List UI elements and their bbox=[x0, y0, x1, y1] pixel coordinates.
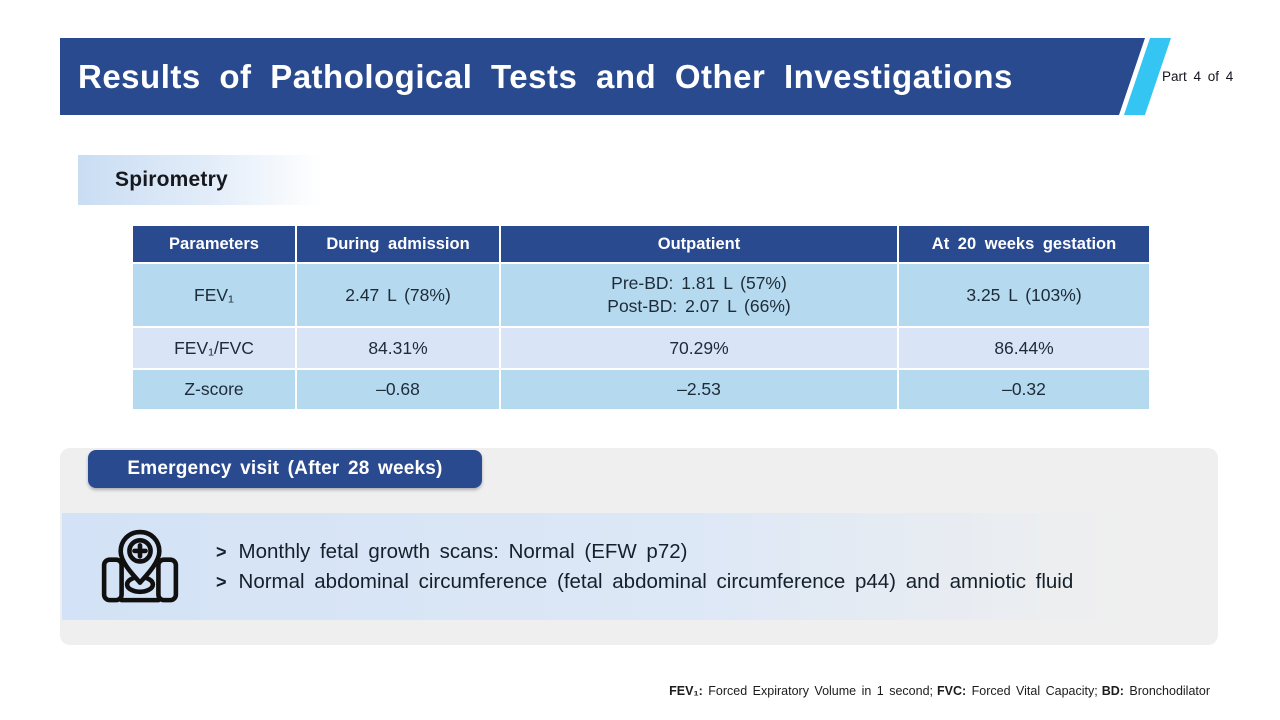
abbreviation-term: FVC: bbox=[937, 684, 967, 698]
abbreviation-term: BD: bbox=[1101, 684, 1124, 698]
table-header: Parameters During admission Outpatient At 2… bbox=[133, 226, 1149, 264]
abbreviation-entry: BD: Bronchodilator bbox=[1102, 684, 1210, 698]
column-header: At 20 weeks gestation bbox=[897, 226, 1149, 264]
emergency-visit-badge: Emergency visit (After 28 weeks) bbox=[88, 450, 482, 488]
column-header: Outpatient bbox=[499, 226, 899, 264]
bullet-chevron: > bbox=[216, 571, 227, 592]
column-header: During admission bbox=[295, 226, 501, 264]
page-title: Results of Pathological Tests and Other … bbox=[78, 57, 1013, 95]
table-row: Z-score –0.68 –2.53 –0.32 bbox=[133, 368, 1149, 409]
spirometry-table: Parameters During admission Outpatient At 2… bbox=[133, 226, 1149, 409]
table-row: FEV₁ 2.47 L (78%) Pre-BD: 1.81 L (57%) Pos… bbox=[133, 262, 1149, 328]
table-cell: 86.44% bbox=[897, 326, 1149, 370]
table-body: FEV₁ 2.47 L (78%) Pre-BD: 1.81 L (57%) Pos… bbox=[133, 262, 1149, 409]
table-cell: 2.47 L (78%) bbox=[295, 262, 501, 328]
emergency-visit-panel: Emergency visit (After 28 weeks) > Monthl… bbox=[60, 448, 1218, 645]
emergency-bullets: > Monthly fetal growth scans: Normal (EFW… bbox=[216, 537, 1073, 597]
header-row: Parameters During admission Outpatient At 2… bbox=[133, 226, 1149, 264]
abbreviation-definition: Forced Vital Capacity; bbox=[966, 684, 1098, 698]
table-row: FEV₁/FVC 84.31% 70.29% 86.44% bbox=[133, 326, 1149, 370]
emergency-content-band: > Monthly fetal growth scans: Normal (EFW… bbox=[62, 513, 1216, 620]
bullet-chevron: > bbox=[216, 541, 227, 562]
bullet-item: > Normal abdominal circumference (fetal a… bbox=[216, 567, 1073, 597]
abbreviation-entry: FVC: Forced Vital Capacity; bbox=[937, 684, 1098, 698]
table-cell: FEV₁/FVC bbox=[133, 326, 297, 370]
abbreviation-definition: Forced Expiratory Volume in 1 second; bbox=[702, 684, 933, 698]
bullet-item: > Monthly fetal growth scans: Normal (EFW… bbox=[216, 537, 1073, 567]
abbreviation-entry: FEV₁: Forced Expiratory Volume in 1 seco… bbox=[669, 684, 933, 698]
bullet-text: Normal abdominal circumference (fetal ab… bbox=[238, 569, 1074, 593]
section-label-spirometry: Spirometry bbox=[78, 155, 322, 205]
table-cell: Z-score bbox=[133, 368, 297, 409]
title-banner: Results of Pathological Tests and Other … bbox=[60, 38, 1145, 115]
abbreviation-term: FEV₁: bbox=[669, 684, 703, 698]
abbreviation-footer: FEV₁: Forced Expiratory Volume in 1 seco… bbox=[669, 684, 1210, 698]
table-cell: Pre-BD: 1.81 L (57%) Post-BD: 2.07 L (66… bbox=[499, 262, 899, 328]
table-cell: 70.29% bbox=[499, 326, 899, 370]
table-cell: FEV₁ bbox=[133, 262, 297, 328]
medical-map-pin-icon bbox=[101, 529, 179, 602]
table-cell: –0.32 bbox=[897, 368, 1149, 409]
table-cell: 3.25 L (103%) bbox=[897, 262, 1149, 328]
bullet-text: Monthly fetal growth scans: Normal (EFW … bbox=[238, 539, 688, 563]
table-cell: –0.68 bbox=[295, 368, 501, 409]
part-indicator: Part 4 of 4 bbox=[1162, 69, 1234, 84]
table-cell: 84.31% bbox=[295, 326, 501, 370]
table-cell: –2.53 bbox=[499, 368, 899, 409]
column-header: Parameters bbox=[133, 226, 297, 264]
abbreviation-definition: Bronchodilator bbox=[1123, 684, 1210, 698]
